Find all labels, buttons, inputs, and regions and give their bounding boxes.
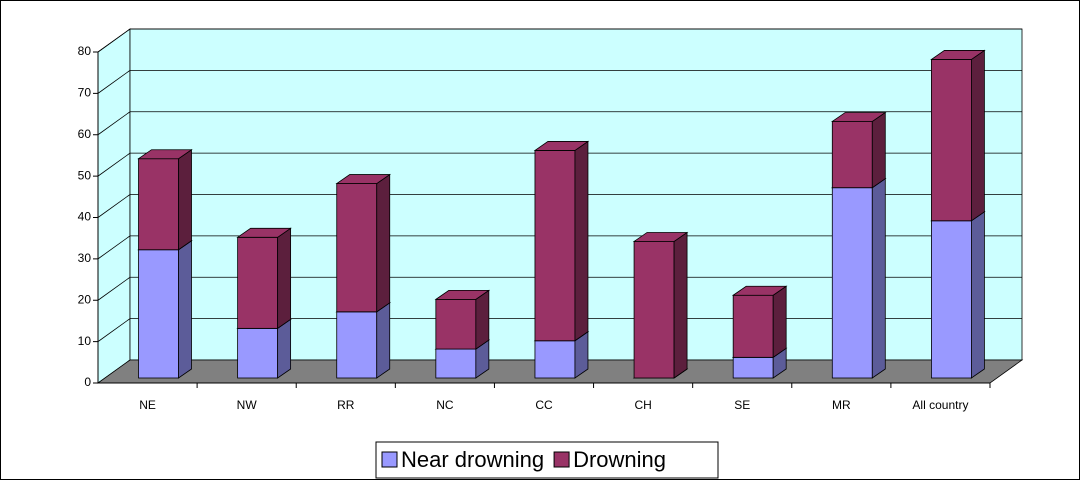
bar-side bbox=[574, 140, 589, 342]
y-tick-label: 50 bbox=[78, 168, 92, 182]
grid-line bbox=[97, 28, 1022, 53]
x-tick-label: NE bbox=[139, 398, 156, 412]
bar-front bbox=[336, 311, 378, 379]
grid-line bbox=[97, 152, 1022, 177]
bar-side bbox=[772, 285, 787, 359]
bar-side bbox=[475, 289, 490, 350]
bar-side bbox=[376, 302, 391, 379]
bar-top bbox=[434, 289, 491, 300]
legend-swatch bbox=[553, 451, 570, 468]
bar-front bbox=[237, 236, 279, 329]
grid-line bbox=[97, 235, 1022, 260]
bar-top bbox=[236, 227, 292, 238]
bar-side bbox=[178, 148, 192, 251]
x-tick-label: MR bbox=[832, 398, 851, 412]
y-tick-label: 0 bbox=[84, 375, 91, 389]
x-tick-label: RR bbox=[337, 398, 355, 412]
labels: 0 10 20 30 40 50 60 70 80 NE NW RR NC CC CH SE MR All cou… bbox=[78, 44, 969, 412]
bar-front bbox=[237, 327, 279, 379]
bar-front bbox=[534, 150, 576, 342]
y-tick-label: 10 bbox=[78, 334, 92, 348]
bar-front bbox=[138, 158, 179, 251]
bars bbox=[137, 49, 986, 379]
bar-top bbox=[731, 285, 788, 296]
grid bbox=[93, 28, 1022, 388]
bar-side bbox=[178, 239, 192, 379]
grid-line bbox=[97, 194, 1022, 218]
bar-front bbox=[435, 298, 477, 350]
bar-side bbox=[871, 177, 886, 379]
y-tick-label: 20 bbox=[78, 292, 92, 306]
bar-front bbox=[831, 187, 873, 379]
bar-front bbox=[931, 220, 972, 379]
bar-side bbox=[277, 227, 292, 330]
y-tick-label: 80 bbox=[78, 44, 92, 58]
bar-front bbox=[831, 121, 873, 189]
bar-front bbox=[732, 356, 774, 379]
bar-side bbox=[971, 49, 985, 222]
bar-side bbox=[673, 231, 688, 379]
x-tick-label: CC bbox=[535, 398, 553, 412]
bar-side bbox=[971, 211, 985, 379]
legend-label: Drowning bbox=[573, 447, 666, 472]
y-tick-label: 40 bbox=[78, 210, 92, 224]
bar-top bbox=[137, 149, 193, 160]
bar-top bbox=[533, 141, 590, 151]
x-tick-label: SE bbox=[734, 398, 750, 412]
bar-top bbox=[335, 174, 392, 184]
bar-front bbox=[435, 348, 477, 379]
bar-top bbox=[831, 112, 887, 122]
y-tick-label: 70 bbox=[78, 86, 92, 100]
y-tick-label: 60 bbox=[78, 127, 92, 141]
legend-swatch bbox=[381, 451, 398, 468]
x-tick-label: All country bbox=[912, 398, 968, 412]
bar-side bbox=[871, 111, 886, 189]
bar-front bbox=[138, 249, 179, 379]
legend-box bbox=[375, 441, 719, 479]
bar-side bbox=[376, 173, 391, 313]
bar-front bbox=[534, 340, 576, 379]
grid-line bbox=[97, 276, 1022, 301]
legend-label: Near drowning bbox=[401, 447, 544, 472]
bar-front bbox=[931, 59, 972, 222]
bar-top bbox=[930, 50, 986, 60]
bar-side bbox=[277, 318, 292, 379]
grid-line bbox=[97, 69, 1022, 94]
x-tick-label: NC bbox=[436, 398, 454, 412]
x-tick-label: NW bbox=[237, 398, 258, 412]
bar-front bbox=[336, 183, 378, 313]
legend: Near drowning Drowning bbox=[375, 441, 719, 479]
y-tick-label: 30 bbox=[78, 251, 92, 265]
bar-front bbox=[732, 294, 774, 358]
grid-line bbox=[97, 318, 1022, 342]
x-tick-label: CH bbox=[634, 398, 651, 412]
bar-front bbox=[633, 241, 675, 379]
bar-top bbox=[632, 232, 689, 242]
grid-line bbox=[97, 111, 1022, 136]
